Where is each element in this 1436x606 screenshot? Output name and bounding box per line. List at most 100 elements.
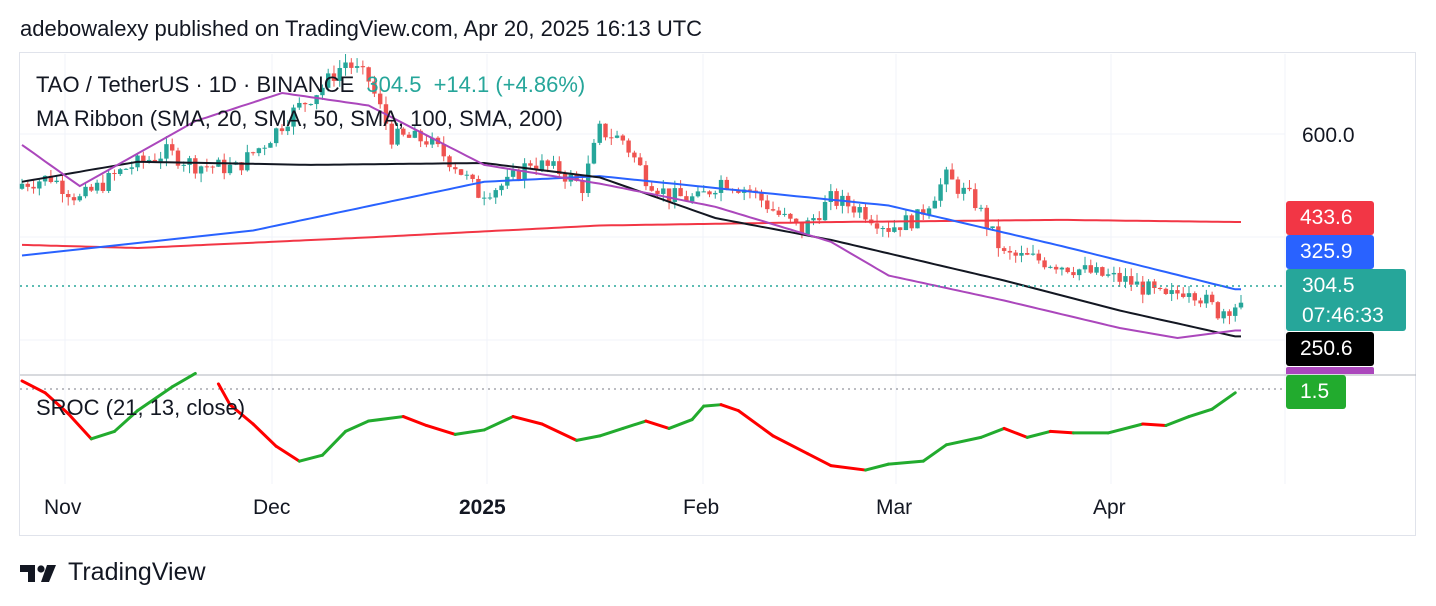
- candle: [1227, 309, 1232, 325]
- candle: [1059, 266, 1065, 276]
- candle: [1175, 285, 1180, 300]
- candle: [1163, 287, 1169, 296]
- candle: [949, 163, 955, 180]
- candle-body: [874, 223, 880, 229]
- candle: [1100, 266, 1105, 277]
- candle: [996, 219, 1001, 257]
- candle-body: [1111, 272, 1117, 275]
- candle-body: [66, 193, 71, 198]
- candle: [262, 145, 267, 156]
- candle-body: [175, 150, 181, 166]
- price-axis-600: 600.0: [1302, 124, 1355, 147]
- candle: [1221, 308, 1226, 324]
- candle: [268, 141, 273, 148]
- candle-body: [94, 182, 100, 191]
- candle-body: [499, 185, 504, 191]
- candle-body: [707, 191, 712, 195]
- candle: [164, 136, 169, 167]
- candle-body: [429, 137, 435, 145]
- candle-body: [337, 68, 342, 81]
- candle: [1146, 279, 1151, 296]
- candle: [1030, 244, 1036, 256]
- candle-body: [1140, 281, 1145, 295]
- candle-body: [1053, 266, 1059, 270]
- candle-body: [141, 155, 146, 162]
- candle: [955, 176, 961, 199]
- candle: [54, 176, 59, 184]
- candle: [366, 66, 371, 91]
- candle-body: [788, 213, 793, 219]
- sroc-segment: [482, 415, 515, 432]
- candle: [869, 214, 874, 226]
- candle: [695, 186, 701, 198]
- sroc-segment: [1187, 407, 1214, 419]
- sroc-segment: [1164, 415, 1191, 427]
- candle-body: [1036, 253, 1041, 261]
- candle: [395, 122, 400, 146]
- candle-body: [799, 222, 805, 235]
- candle: [597, 120, 602, 146]
- candle-body: [626, 140, 631, 153]
- candle: [19, 178, 25, 190]
- sroc-segment: [136, 385, 174, 413]
- candle-body: [170, 144, 175, 151]
- candle-body: [637, 157, 643, 166]
- candle: [649, 180, 654, 192]
- candle: [1129, 268, 1134, 292]
- candle: [741, 186, 747, 201]
- candle: [320, 84, 325, 100]
- candle: [94, 179, 100, 194]
- candle-body: [458, 169, 464, 175]
- sroc-segment: [453, 428, 486, 436]
- candle-body: [932, 200, 938, 209]
- candle-body: [1227, 311, 1232, 316]
- candle-body: [146, 159, 152, 162]
- sroc-segment: [170, 371, 197, 389]
- candle: [193, 155, 198, 179]
- candle-body: [1233, 307, 1238, 316]
- candle-body: [389, 123, 394, 145]
- sma20-tag-edge: [1286, 367, 1374, 374]
- candle: [256, 147, 262, 157]
- candle: [308, 103, 314, 106]
- candle-body: [551, 161, 556, 166]
- sroc-segment: [297, 453, 324, 463]
- candle: [429, 132, 435, 149]
- candle-body: [193, 158, 198, 174]
- candle: [100, 174, 106, 194]
- candle-body: [343, 62, 348, 69]
- candle-body: [701, 191, 706, 193]
- chart-frame[interactable]: [19, 52, 1416, 536]
- candle: [170, 138, 175, 156]
- candle: [1036, 249, 1041, 264]
- sroc-segment: [1141, 422, 1168, 427]
- brand[interactable]: TradingView: [20, 558, 206, 587]
- candle: [123, 168, 129, 170]
- candle: [37, 178, 42, 196]
- candle-body: [424, 141, 429, 145]
- candle-body: [695, 191, 701, 197]
- sroc-segment: [921, 443, 948, 463]
- sroc-segment: [644, 419, 671, 430]
- candle: [464, 170, 470, 180]
- candle-body: [851, 206, 857, 213]
- candle-body: [1025, 252, 1030, 255]
- sroc-segment: [43, 391, 70, 416]
- candle-body: [1048, 266, 1053, 268]
- candle-body: [620, 135, 626, 141]
- candle-body: [944, 169, 949, 185]
- candle-body: [811, 218, 816, 221]
- candle-body: [349, 62, 354, 68]
- candle: [204, 158, 210, 172]
- candle-body: [805, 220, 810, 235]
- sroc-segment: [863, 462, 891, 472]
- candle: [713, 190, 718, 199]
- candle-body: [1030, 253, 1036, 255]
- candle-body: [1088, 265, 1093, 273]
- candle-body: [1198, 300, 1203, 304]
- sroc-segment: [112, 409, 140, 433]
- candle: [291, 104, 296, 135]
- candle-body: [262, 147, 267, 149]
- candle: [118, 168, 123, 176]
